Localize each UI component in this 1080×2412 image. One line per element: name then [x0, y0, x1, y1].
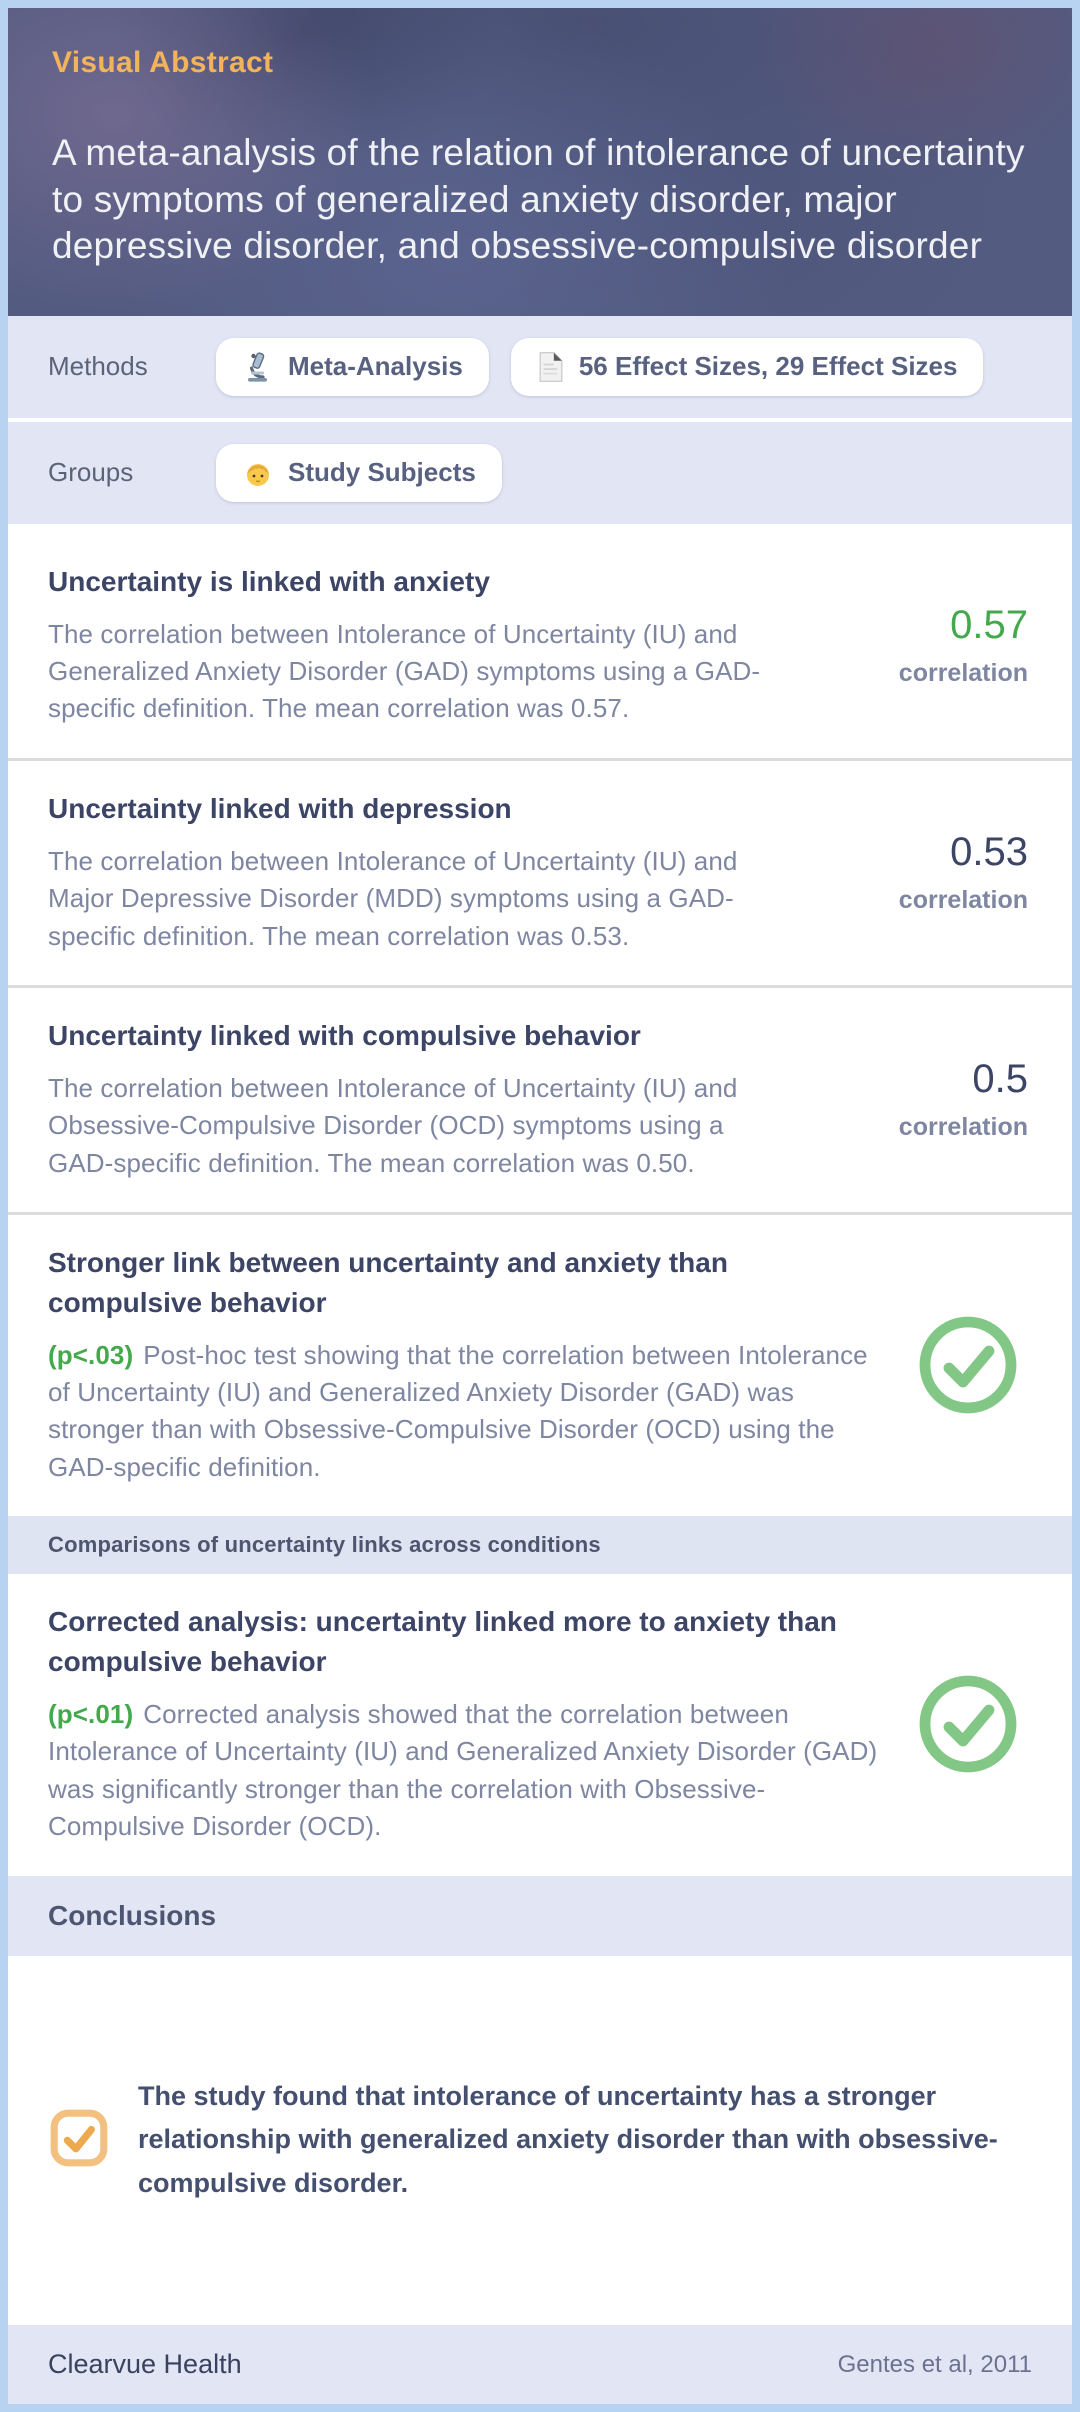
- finding-title: Uncertainty linked with compulsive behav…: [48, 1019, 641, 1051]
- methods-pills: Meta-Analysis 56 Effect Sizes, 29 Effect…: [216, 337, 984, 396]
- check-circle-icon: [908, 1672, 1028, 1776]
- correlation-label: correlation: [898, 886, 1028, 915]
- finding-body-text: Post-hoc test showing that the correlati…: [48, 1339, 868, 1482]
- finding-body: The correlation between Intolerance of U…: [48, 845, 738, 951]
- finding-body: The correlation between Intolerance of U…: [48, 1072, 738, 1178]
- finding-body-text: Corrected analysis showed that the corre…: [48, 1698, 878, 1842]
- finding-stat: 0.53 correlation: [813, 828, 1028, 915]
- finding-title: Stronger link between uncertainty and an…: [48, 1247, 728, 1318]
- person-icon: [242, 457, 274, 489]
- methods-label: Methods: [48, 351, 148, 382]
- finding-text-block: Corrected analysis: uncertainty linked m…: [48, 1602, 884, 1845]
- spacer: [8, 523, 1072, 534]
- groups-row: Groups Study Subjects: [8, 417, 1072, 524]
- page-title: A meta-analysis of the relation of intol…: [52, 132, 1025, 267]
- finding-title: Uncertainty linked with depression: [48, 792, 512, 824]
- correlation-label: correlation: [898, 1113, 1028, 1142]
- p-value: (p<.01): [48, 1698, 134, 1729]
- document-icon: [537, 351, 565, 383]
- groups-pill-label: Study Subjects: [288, 457, 476, 488]
- groups-pills: Study Subjects: [216, 443, 502, 502]
- finding-text-block: Uncertainty linked with compulsive behav…: [48, 1016, 789, 1182]
- correlation-value: 0.57: [950, 603, 1028, 648]
- conclusions-text: The study found that intolerance of unce…: [138, 2080, 998, 2199]
- finding-anxiety-correlation: Uncertainty is linked with anxiety The c…: [8, 533, 1072, 758]
- finding-text-block: Uncertainty is linked with anxiety The c…: [48, 562, 789, 728]
- conclusions-header: Conclusions: [8, 1875, 1072, 1956]
- footer: Clearvue Health Gentes et al, 2011: [8, 2325, 1072, 2404]
- p-value: (p<.03): [48, 1339, 134, 1370]
- finding-text-block: Stronger link between uncertainty and an…: [48, 1243, 884, 1486]
- check-circle-icon: [908, 1313, 1028, 1417]
- finding-stat: 0.5 correlation: [813, 1055, 1028, 1142]
- finding-body: (p<.03) Post-hoc test showing that the co…: [48, 1337, 884, 1487]
- finding-text-block: Uncertainty linked with depression The c…: [48, 789, 789, 955]
- finding-title: Uncertainty is linked with anxiety: [48, 565, 490, 597]
- correlation-label: correlation: [898, 659, 1028, 688]
- groups-label: Groups: [48, 457, 134, 488]
- finding-depression-correlation: Uncertainty linked with depression The c…: [8, 757, 1072, 985]
- conclusions-body: The study found that intolerance of unce…: [8, 1955, 1072, 2325]
- finding-ocd-correlation: Uncertainty linked with compulsive behav…: [8, 984, 1072, 1213]
- finding-title: Corrected analysis: uncertainty linked m…: [48, 1606, 837, 1678]
- header: Visual Abstract A meta-analysis of the r…: [8, 8, 1072, 316]
- section-divider: Comparisons of uncertainty links across …: [8, 1516, 1072, 1575]
- methods-pill-meta-analysis: Meta-Analysis: [216, 337, 489, 396]
- finding-body: (p<.01) Corrected analysis showed that th…: [48, 1696, 884, 1846]
- methods-row: Methods Meta-Analysis: [8, 315, 1072, 418]
- header-kicker: Visual Abstract: [52, 46, 274, 79]
- groups-pill-study-subjects: Study Subjects: [216, 443, 502, 502]
- brand-name: Clearvue Health: [48, 2349, 242, 2379]
- methods-pill-effect-sizes: 56 Effect Sizes, 29 Effect Sizes: [510, 337, 984, 396]
- correlation-value: 0.53: [950, 830, 1028, 875]
- finding-stat: 0.57 correlation: [813, 601, 1028, 688]
- finding-posthoc-test: Stronger link between uncertainty and an…: [8, 1212, 1072, 1517]
- finding-body: The correlation between Intolerance of U…: [48, 618, 761, 724]
- finding-corrected-analysis: Corrected analysis: uncertainty linked m…: [8, 1574, 1072, 1876]
- citation: Gentes et al, 2011: [837, 2350, 1032, 2378]
- methods-pill-label: Meta-Analysis: [288, 351, 463, 382]
- methods-pill-label: 56 Effect Sizes, 29 Effect Sizes: [578, 351, 958, 382]
- microscope-icon: [242, 351, 274, 383]
- correlation-value: 0.5: [972, 1057, 1028, 1102]
- orange-checkbox-icon: [48, 2107, 110, 2174]
